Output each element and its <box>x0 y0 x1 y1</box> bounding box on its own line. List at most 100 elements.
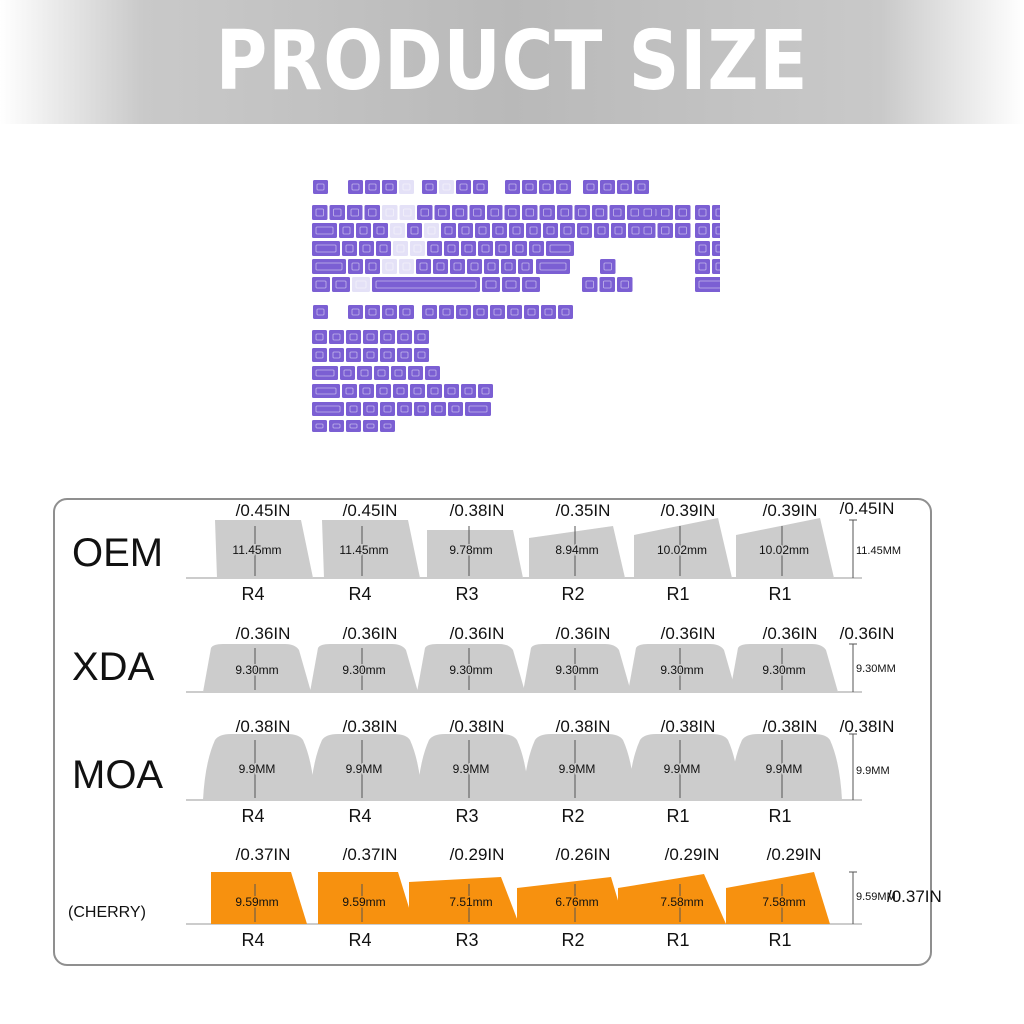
keycap <box>391 366 406 380</box>
keycap-legend <box>563 226 572 235</box>
row-label: R3 <box>455 584 478 604</box>
keycap <box>492 223 507 238</box>
keycap <box>475 223 490 238</box>
keycap <box>628 223 643 238</box>
keycap <box>417 205 433 220</box>
keycap <box>348 305 363 319</box>
keycap <box>695 259 710 274</box>
height-mm-label: 10.02mm <box>759 543 809 557</box>
keycap <box>512 241 527 256</box>
profile-row-cherry: (CHERRY) 9.59mm/0.37IN R4 9.59mm/0.37IN R4 7.… <box>68 845 942 950</box>
keycap <box>617 277 633 292</box>
keycap-legend <box>315 369 335 377</box>
keycap-legend <box>487 262 496 271</box>
profile-label: OEM <box>72 531 163 575</box>
keycap-legend <box>661 208 670 217</box>
keycap-shape <box>322 520 420 578</box>
keycap-legend <box>379 387 388 395</box>
keycap <box>416 259 431 274</box>
keycap-legend <box>585 280 594 289</box>
keycap <box>441 223 456 238</box>
keycap-legend <box>315 387 337 395</box>
keycap-legend <box>430 244 439 253</box>
keycap <box>313 180 328 194</box>
keycap-legend <box>455 208 464 217</box>
keycap <box>312 420 327 432</box>
keycap <box>599 277 615 292</box>
keycap <box>518 259 533 274</box>
keycap-legend <box>444 226 453 235</box>
height-mm-label: 9.9MM <box>664 762 701 776</box>
height-mm-label: 6.76mm <box>555 895 598 909</box>
keycap <box>640 205 656 220</box>
keycap-legend <box>678 226 687 235</box>
banner-title: PRODUCT SIZE <box>215 14 809 109</box>
keycap <box>478 384 493 398</box>
keycap-legend <box>349 333 358 341</box>
keycap <box>312 205 328 220</box>
keycap-legend <box>532 244 541 253</box>
keycap <box>380 330 395 344</box>
row-label: R4 <box>348 584 371 604</box>
keycap <box>312 348 327 362</box>
keycap-legend <box>476 183 485 191</box>
keycap <box>312 402 344 416</box>
keycap-legend <box>504 262 513 271</box>
height-mm-label: 9.9MM <box>239 762 276 776</box>
keycap-legend <box>459 183 468 191</box>
keycap-shape <box>529 526 625 578</box>
keycap-shape <box>318 872 414 924</box>
keycap-legend <box>428 369 437 377</box>
keycap-legend <box>345 244 354 253</box>
keycap-legend <box>586 183 595 191</box>
height-mm-label: 11.45mm <box>232 543 281 557</box>
keycap-legend <box>315 351 324 359</box>
keycap-shape <box>523 734 635 800</box>
keycap-legend <box>402 183 411 191</box>
keycap-legend <box>529 226 538 235</box>
keycap-legend <box>512 226 521 235</box>
keycap-legend <box>315 333 324 341</box>
height-inch-label: /0.38IN <box>450 501 505 520</box>
keycap <box>452 205 468 220</box>
keycap <box>487 205 503 220</box>
keycap <box>611 223 626 238</box>
keycap <box>347 205 363 220</box>
keycap-legend <box>400 405 409 413</box>
keycap-shape <box>417 644 525 692</box>
keycap <box>390 223 405 238</box>
keycap <box>617 180 632 194</box>
profile-label: XDA <box>72 645 155 689</box>
keycap-legend <box>447 387 456 395</box>
profile-row-oem: OEM 11.45mm/0.45IN R4 11.45mm/0.45IN R4 9.78m… <box>72 499 901 604</box>
keycap-legend <box>525 183 534 191</box>
keycap-legend <box>315 262 343 271</box>
keycap <box>458 223 473 238</box>
keycap-legend <box>542 183 551 191</box>
keycap-legend <box>333 208 342 217</box>
keycap <box>329 348 344 362</box>
keycap <box>346 330 361 344</box>
keycap-legend <box>368 208 377 217</box>
keycap-legend <box>613 208 622 217</box>
keycap-legend <box>447 244 456 253</box>
keycap-legend <box>394 369 403 377</box>
row-label: R4 <box>241 930 264 950</box>
keycap <box>399 305 414 319</box>
height-mm-label: 7.58mm <box>660 895 703 909</box>
keycap-legend <box>375 280 477 289</box>
keycap <box>427 384 442 398</box>
keycap-legend <box>620 280 629 289</box>
keycap-legend <box>498 244 507 253</box>
keycap <box>393 241 408 256</box>
keycap <box>456 305 471 319</box>
keycap <box>467 259 482 274</box>
keycap-legend <box>661 226 670 235</box>
keycap-legend <box>316 308 325 316</box>
keycap-legend <box>366 333 375 341</box>
keycap <box>556 180 571 194</box>
keycap-legend <box>630 208 639 217</box>
keycap <box>427 241 442 256</box>
keycap <box>627 205 643 220</box>
keycap-legend <box>470 262 479 271</box>
